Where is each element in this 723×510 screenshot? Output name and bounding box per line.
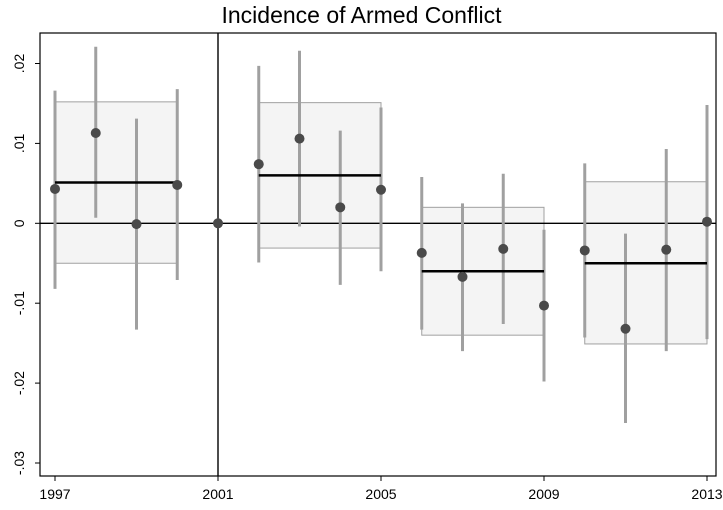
point-estimate	[90, 128, 101, 139]
y-tick-label: .02	[11, 54, 27, 74]
point-estimate	[376, 184, 386, 195]
point-estimate	[620, 323, 631, 334]
x-tick-label: 2009	[528, 486, 559, 502]
point-estimate	[131, 219, 142, 230]
y-tick-label: 0	[11, 219, 27, 227]
axes: -.03 -.02 -.01 0 .01 .02 1997 2001 2005 2009 2013	[11, 32, 723, 502]
plot-frame	[39, 32, 717, 477]
point-estimate	[294, 133, 305, 144]
y-tick-label: -.03	[11, 451, 27, 475]
y-tick-label: -.02	[11, 371, 27, 395]
point-estimate	[498, 243, 509, 254]
point-estimate	[172, 179, 183, 190]
point-estimate	[50, 183, 60, 194]
point-estimates	[50, 128, 712, 334]
period-means	[55, 174, 707, 273]
point-estimate	[539, 300, 549, 311]
x-tick-label: 1997	[39, 486, 70, 502]
y-tick-label: -.01	[11, 291, 27, 315]
y-tick-label: .01	[11, 133, 27, 153]
point-estimate	[579, 245, 590, 256]
point-estimate	[661, 244, 672, 255]
point-estimate	[416, 247, 427, 258]
point-estimate	[335, 202, 346, 213]
x-tick-label: 2013	[691, 486, 722, 502]
point-estimate	[702, 216, 712, 227]
x-tick-label: 2001	[202, 486, 233, 502]
chart-title: Incidence of Armed Conflict	[221, 2, 502, 28]
point-estimate	[253, 159, 264, 170]
x-tick-label: 2005	[365, 486, 396, 502]
point-estimate	[457, 271, 468, 282]
point-estimate	[213, 218, 223, 229]
reference-lines	[40, 33, 716, 476]
